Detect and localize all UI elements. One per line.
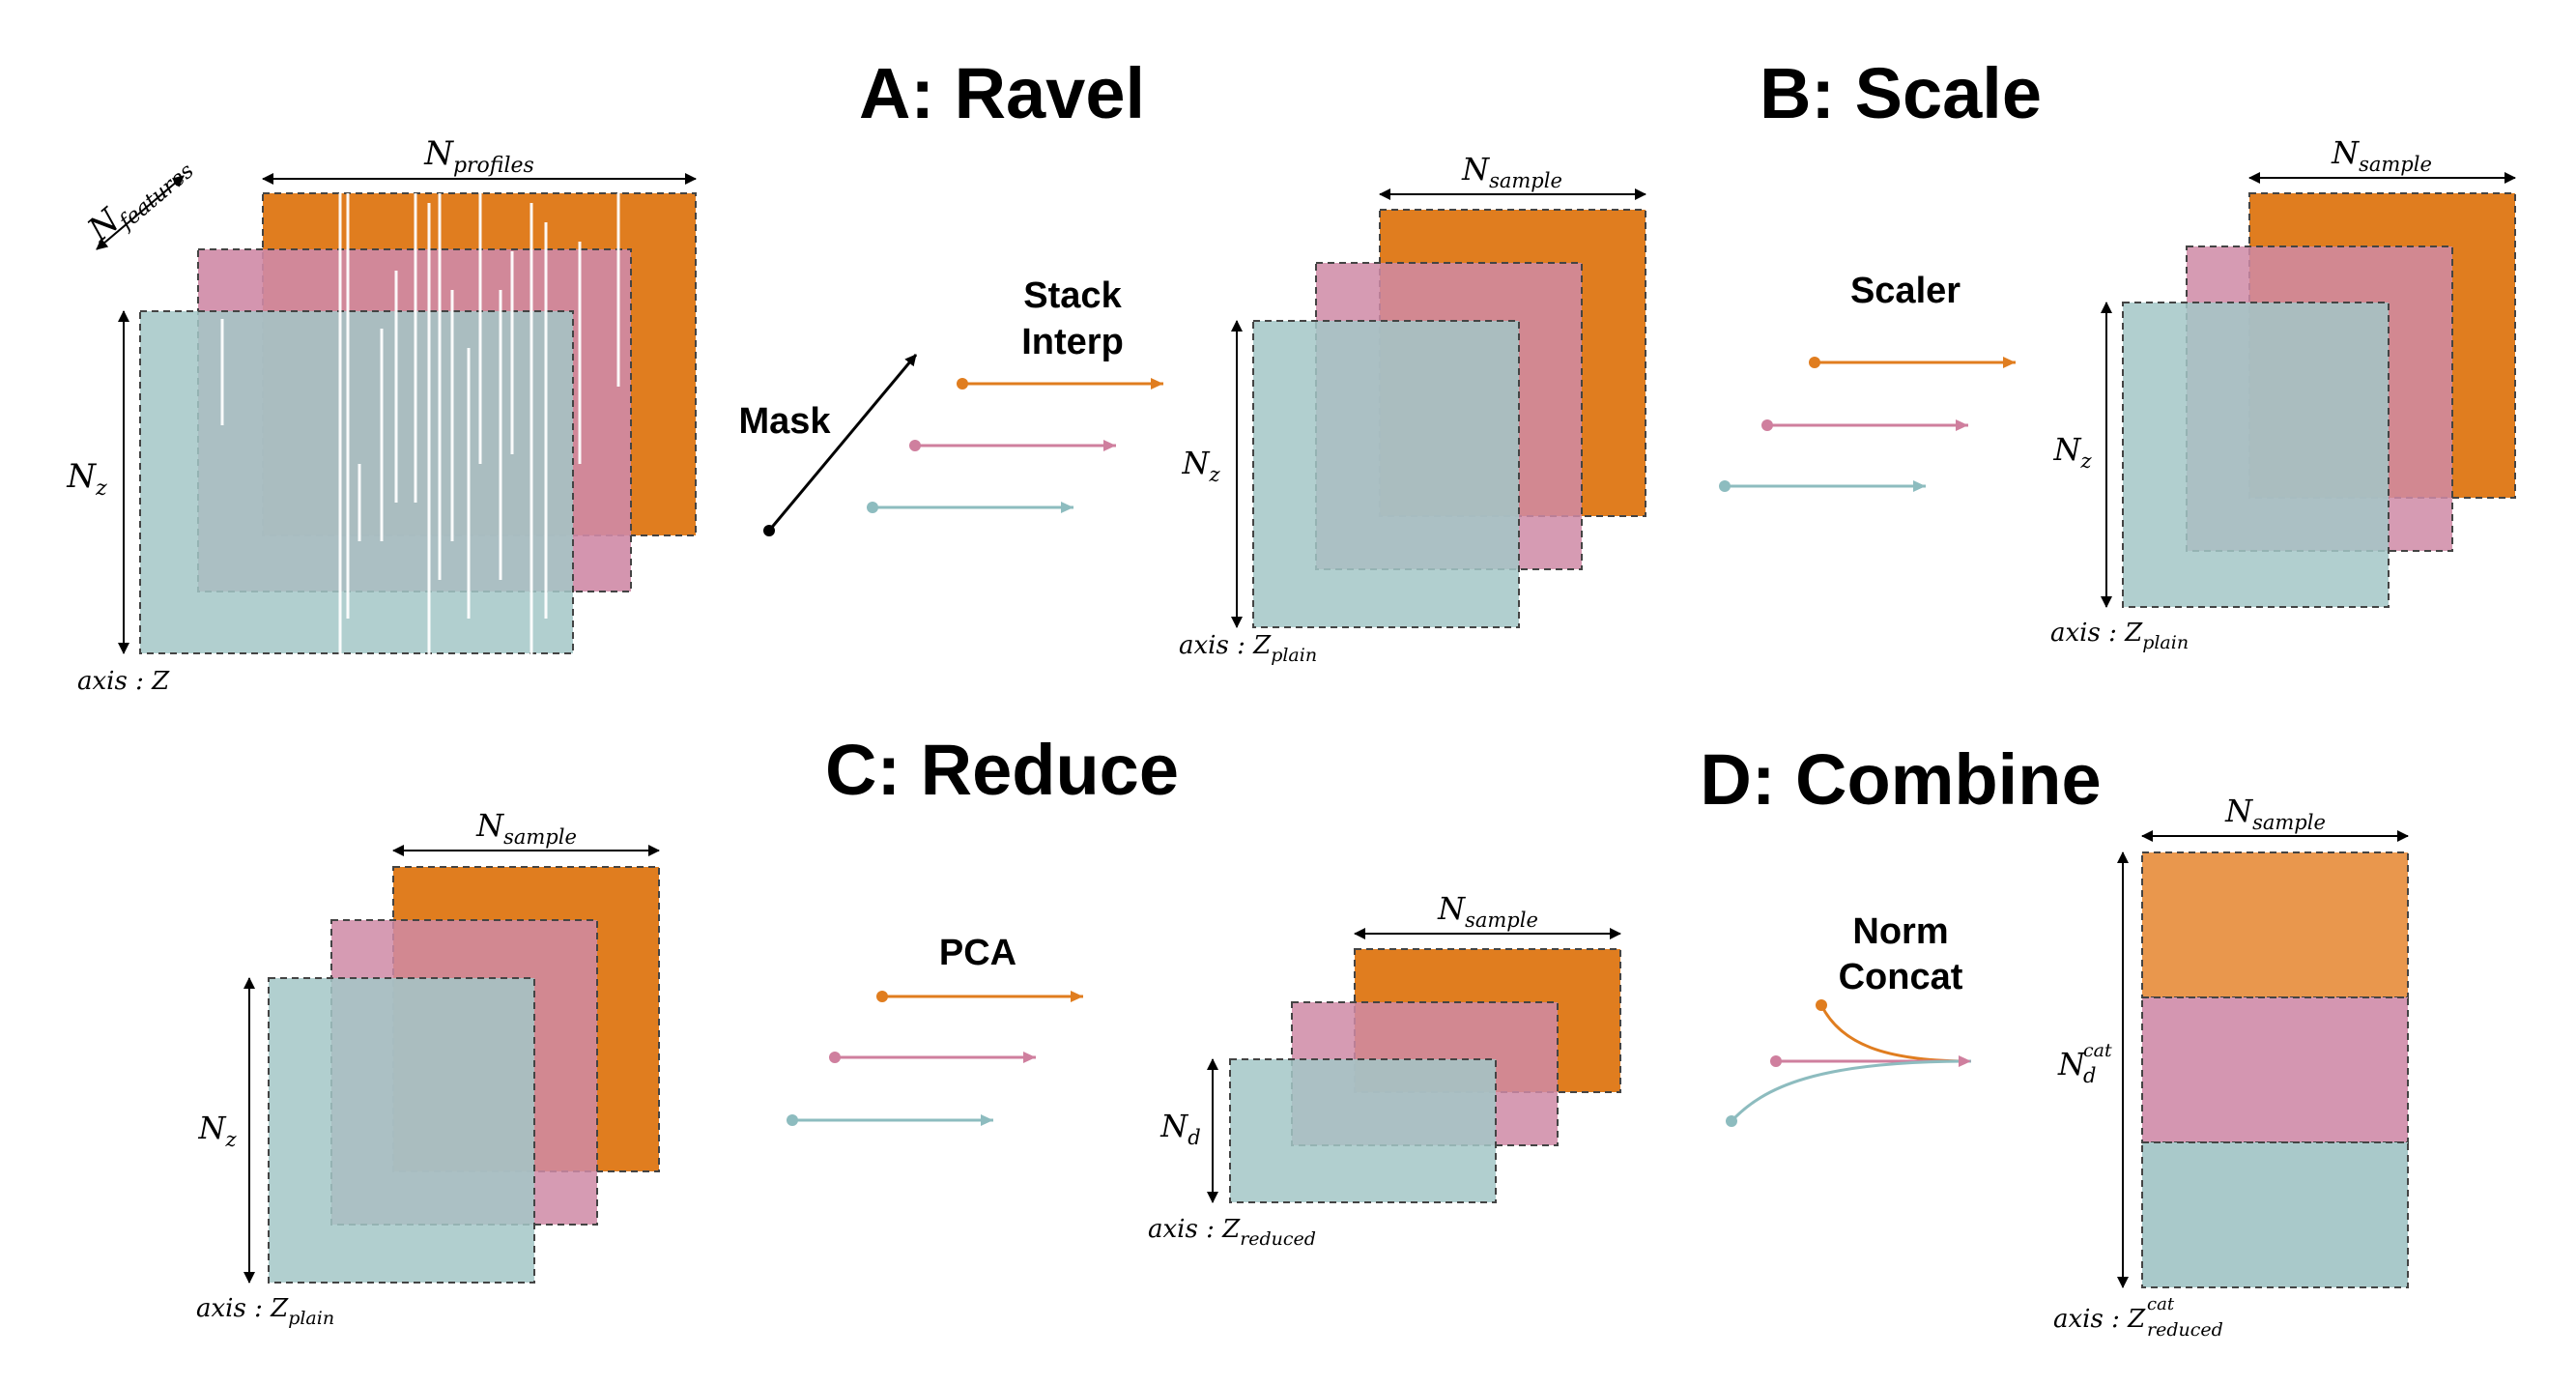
panel-a-title: A: Ravel [859,53,1145,133]
mask-arrow-start-dot [763,525,775,536]
panel-b-title: B: Scale [1760,53,2042,133]
n-features-label: Nfeatures [80,144,199,253]
panel-c-title: C: Reduce [825,730,1179,810]
panel-b-arrows [1719,357,2016,492]
n-z-label-a-output: Nz [1181,445,1220,486]
n-sample-label-c-input: Nsample [475,807,577,849]
n-profiles-label: Nprofiles [423,134,534,178]
concat-block-pink [2141,996,2409,1143]
panel-b-output-stack [2122,192,2516,608]
mask-arrow [767,354,918,532]
panel-d-title: D: Combine [1700,739,2101,820]
n-features-arrow [96,175,185,250]
axis-zreduced-label-c: axis : Zreduced [1148,1215,1316,1250]
n-z-label-b: Nz [2052,431,2092,473]
panel-a-arrows [867,378,1163,513]
svg-text:cat: cat [2083,1040,2112,1061]
axis-z-label-a-input: axis : Z [77,667,170,696]
concat-label: Concat [1839,957,1963,997]
panel-c-arrows [787,991,1083,1126]
svg-text:reduced: reduced [2147,1319,2223,1341]
norm-label: Norm [1852,911,1948,952]
axis-zreduced-cat-label: axis : Z cat reduced [2053,1294,2223,1341]
interp-label: Interp [1021,322,1124,362]
svg-text:cat: cat [2147,1294,2175,1314]
n-sample-label-c-output: Nsample [1437,890,1538,932]
scaler-label: Scaler [1850,271,1961,311]
svg-text:axis : Z: axis : Z [2053,1305,2146,1334]
panel-c-output-stack [1229,948,1621,1203]
mask-label: Mask [738,401,831,442]
concat-block-orange [2141,851,2409,998]
n-sample-label-b: Nsample [2331,134,2432,176]
stack-label: Stack [1023,275,1122,316]
axis-zplain-label-a: axis : Zplain [1179,631,1317,666]
pca-label: PCA [939,933,1016,973]
axis-zplain-label-b: axis : Zplain [2050,619,2189,653]
panel-d-concat-stack [2141,851,2409,1288]
panel-a-output-stack [1252,209,1646,628]
missing-data-gaps [220,193,620,657]
n-d-cat-label: N cat d [2057,1040,2112,1087]
axis-zplain-label-c: axis : Zplain [196,1294,334,1329]
panel-c-input-stack [268,866,660,1284]
profiles-layer-teal [139,310,574,654]
n-d-label-c: Nd [1159,1108,1200,1149]
panel-d-arrows [1726,999,1972,1127]
concat-block-teal [2141,1141,2409,1288]
svg-text:d: d [2083,1064,2096,1087]
panel-a-input-stack [139,192,697,657]
n-sample-label-d: Nsample [2224,793,2326,834]
svg-text:N: N [2057,1046,2086,1082]
n-sample-label-a: Nsample [1461,151,1562,192]
n-z-label-a-input: Nz [66,457,107,501]
n-z-label-c: Nz [197,1110,237,1151]
